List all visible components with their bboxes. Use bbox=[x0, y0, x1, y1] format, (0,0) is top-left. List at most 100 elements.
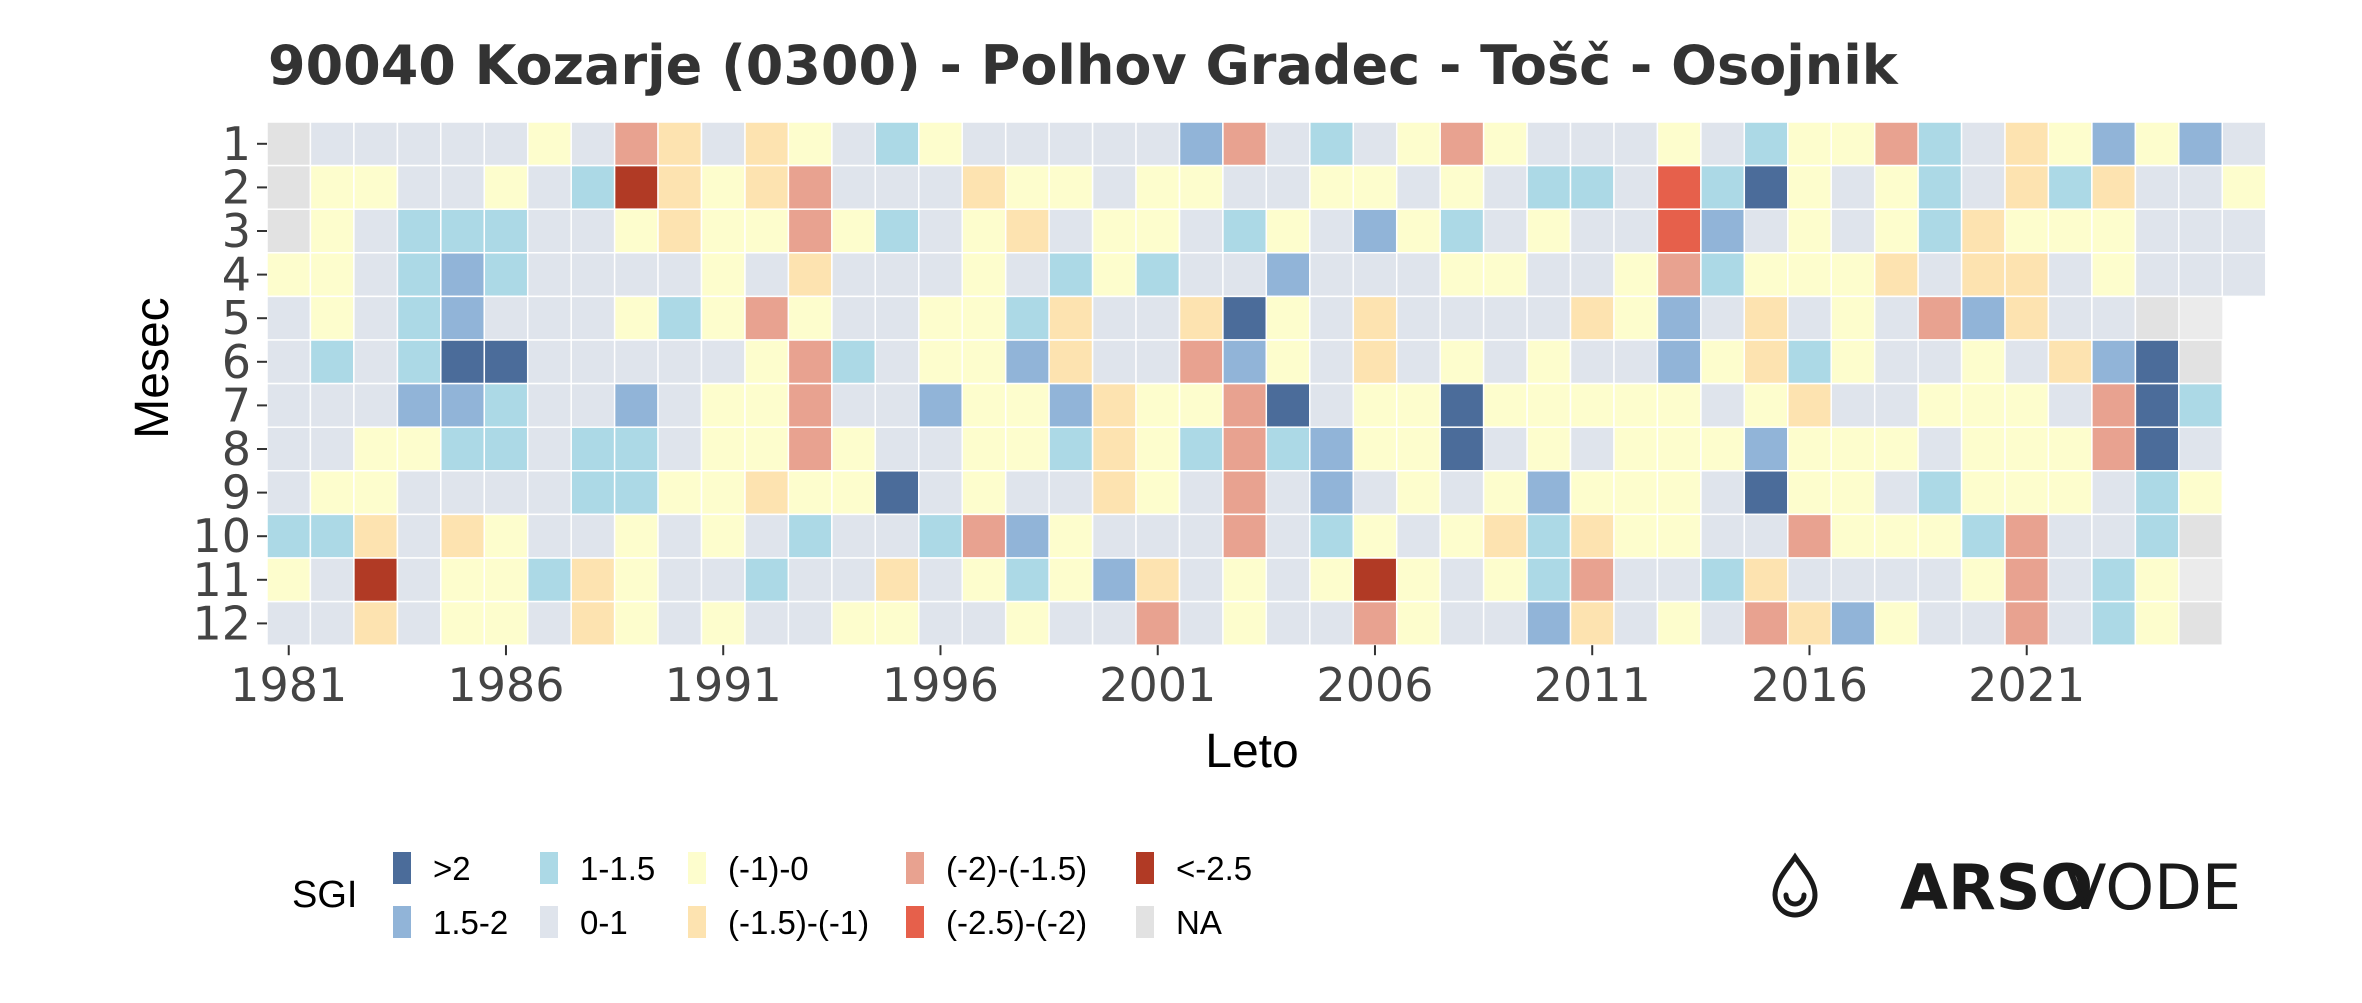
heatmap-cell bbox=[700, 382, 746, 428]
heatmap-cell bbox=[526, 513, 572, 559]
heatmap-cell bbox=[1265, 295, 1311, 341]
legend-swatch bbox=[906, 852, 924, 884]
heatmap-cell bbox=[2134, 600, 2180, 646]
heatmap-cell bbox=[744, 470, 790, 516]
heatmap-cell bbox=[266, 557, 312, 603]
heatmap-cell bbox=[613, 339, 659, 385]
heatmap-cell bbox=[1743, 557, 1789, 603]
heatmap-cell bbox=[353, 470, 399, 516]
heatmap-cell bbox=[1439, 295, 1485, 341]
heatmap-cell bbox=[483, 295, 529, 341]
heatmap-cell bbox=[1873, 426, 1919, 472]
heatmap-cell bbox=[1743, 600, 1789, 646]
heatmap-cell bbox=[1222, 164, 1268, 210]
heatmap-cell bbox=[1526, 295, 1572, 341]
x-tick-label: 2011 bbox=[1534, 658, 1651, 712]
heatmap-cell bbox=[1700, 252, 1746, 298]
heatmap-cell bbox=[744, 426, 790, 472]
heatmap-cell bbox=[1004, 252, 1050, 298]
heatmap-cell bbox=[1787, 557, 1833, 603]
heatmap-cell bbox=[526, 382, 572, 428]
heatmap-cell bbox=[1482, 470, 1528, 516]
heatmap-cell bbox=[1352, 295, 1398, 341]
heatmap-cell bbox=[918, 121, 964, 167]
heatmap-cell bbox=[613, 382, 659, 428]
legend-label: <-2.5 bbox=[1176, 850, 1252, 887]
heatmap-cell bbox=[1004, 426, 1050, 472]
heatmap-cell bbox=[1091, 600, 1137, 646]
heatmap-cell bbox=[1873, 339, 1919, 385]
heatmap-cell bbox=[1917, 470, 1963, 516]
heatmap-cell bbox=[2004, 600, 2050, 646]
heatmap-cell bbox=[2178, 164, 2224, 210]
heatmap-cell bbox=[1048, 426, 1094, 472]
heatmap-cell bbox=[526, 426, 572, 472]
heatmap-cell bbox=[1960, 557, 2006, 603]
y-axis-label: Mesec bbox=[126, 297, 179, 438]
heatmap-cell bbox=[1873, 600, 1919, 646]
heatmap-cell bbox=[353, 208, 399, 254]
heatmap-cell bbox=[2091, 121, 2137, 167]
heatmap-cell bbox=[700, 470, 746, 516]
heatmap-cell bbox=[1265, 600, 1311, 646]
heatmap-cell bbox=[1352, 252, 1398, 298]
heatmap-cell bbox=[1873, 557, 1919, 603]
heatmap-cell bbox=[1873, 121, 1919, 167]
heatmap-cell bbox=[1787, 600, 1833, 646]
heatmap-cell bbox=[874, 208, 920, 254]
heatmap-cell bbox=[1004, 600, 1050, 646]
heatmap-cell bbox=[1395, 513, 1441, 559]
heatmap-cell bbox=[787, 208, 833, 254]
heatmap-cell bbox=[1395, 252, 1441, 298]
heatmap-cell bbox=[2221, 208, 2267, 254]
heatmap-cell bbox=[570, 121, 616, 167]
heatmap-cell bbox=[353, 164, 399, 210]
heatmap-cell bbox=[2178, 426, 2224, 472]
heatmap-cell bbox=[353, 426, 399, 472]
heatmap-cell bbox=[1135, 470, 1181, 516]
heatmap-cell bbox=[309, 295, 355, 341]
heatmap-cell bbox=[483, 426, 529, 472]
heatmap-cell bbox=[2004, 121, 2050, 167]
heatmap-cell bbox=[1222, 600, 1268, 646]
heatmap-cell bbox=[1482, 557, 1528, 603]
heatmap-cell bbox=[1091, 426, 1137, 472]
heatmap-cell bbox=[1178, 600, 1224, 646]
legend-label: (-1)-0 bbox=[728, 850, 809, 887]
heatmap-cell bbox=[1091, 208, 1137, 254]
heatmap-cell bbox=[1439, 426, 1485, 472]
heatmap-cell bbox=[1048, 557, 1094, 603]
heatmap-cell bbox=[1656, 121, 1702, 167]
heatmap-cell bbox=[2047, 339, 2093, 385]
heatmap-cell bbox=[787, 164, 833, 210]
heatmap-cell bbox=[2004, 557, 2050, 603]
heatmap-cell bbox=[1091, 339, 1137, 385]
heatmap-cell bbox=[1352, 208, 1398, 254]
heatmap-cell bbox=[961, 339, 1007, 385]
heatmap-cell bbox=[1048, 600, 1094, 646]
heatmap-cell bbox=[744, 557, 790, 603]
heatmap-cell bbox=[1178, 208, 1224, 254]
heatmap-cell bbox=[961, 513, 1007, 559]
heatmap-cell bbox=[1178, 557, 1224, 603]
heatmap-cell bbox=[1700, 382, 1746, 428]
heatmap-cell bbox=[2047, 208, 2093, 254]
heatmap-cell bbox=[440, 470, 486, 516]
heatmap-cell bbox=[1873, 513, 1919, 559]
heatmap-cell bbox=[309, 121, 355, 167]
heatmap-cell bbox=[961, 208, 1007, 254]
heatmap-cell bbox=[2134, 339, 2180, 385]
heatmap-cell bbox=[2178, 208, 2224, 254]
heatmap-cell bbox=[1613, 121, 1659, 167]
heatmap-cell bbox=[1917, 252, 1963, 298]
heatmap-cell bbox=[2004, 513, 2050, 559]
heatmap-cell bbox=[1656, 295, 1702, 341]
heatmap-cell bbox=[440, 382, 486, 428]
legend-swatch bbox=[393, 906, 411, 938]
heatmap-cell bbox=[1743, 164, 1789, 210]
heatmap-cell bbox=[440, 208, 486, 254]
heatmap-cell bbox=[2091, 339, 2137, 385]
heatmap-cell bbox=[1178, 295, 1224, 341]
heatmap-cell bbox=[440, 426, 486, 472]
